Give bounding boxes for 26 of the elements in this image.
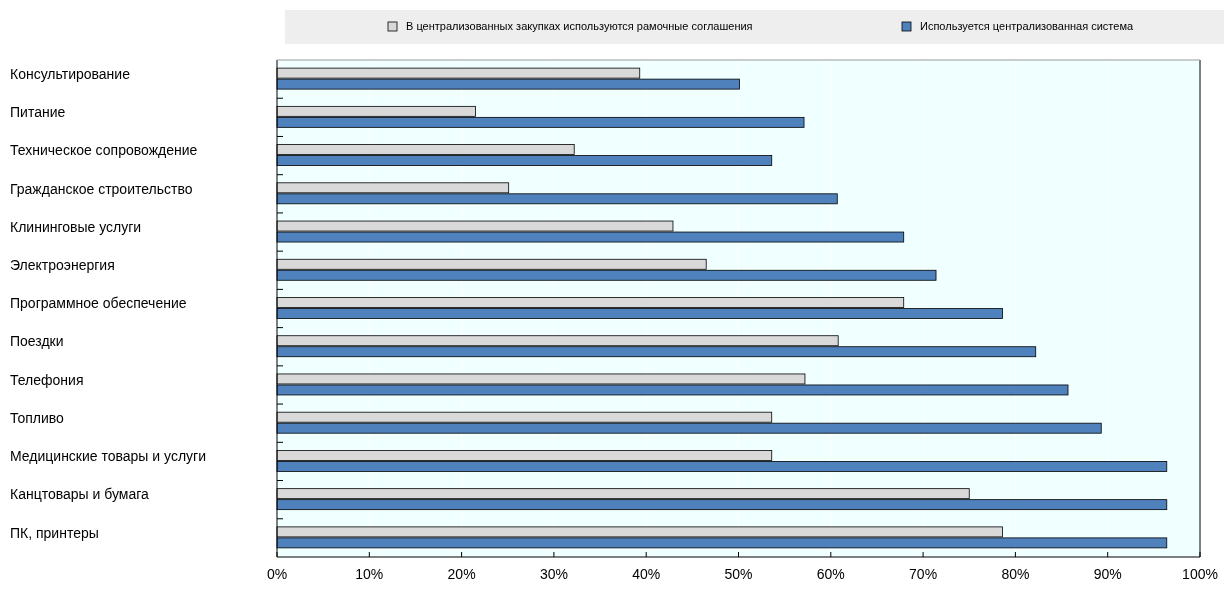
- y-tick-label: Канцтовары и бумага: [10, 486, 150, 503]
- y-tick-label: Техническое сопровождение: [10, 142, 198, 159]
- x-tick-label: 20%: [447, 566, 476, 582]
- y-tick-label: Программное обеспечение: [10, 295, 187, 312]
- y-tick-label: Поездки: [10, 333, 64, 350]
- x-tick-label: 100%: [1182, 566, 1218, 582]
- x-tick-label: 0%: [266, 566, 288, 582]
- y-tick-label: Гражданское строительство: [10, 180, 193, 197]
- x-tick-label: 50%: [724, 566, 753, 582]
- y-tick-label: ПК, принтеры: [10, 524, 99, 541]
- y-tick-label: Электроэнергия: [10, 256, 115, 273]
- legend-label: Используется централизованная система: [920, 19, 1134, 32]
- y-tick-label: Телефония: [10, 371, 84, 388]
- x-tick-label: 30%: [539, 566, 568, 582]
- x-tick-label: 70%: [909, 566, 938, 582]
- y-tick-label: Консультирование: [10, 65, 131, 82]
- x-tick-label: 60%: [816, 566, 845, 582]
- x-tick-label: 40%: [632, 566, 661, 582]
- x-tick-label: 90%: [1093, 566, 1122, 582]
- y-tick-label: Клининговые услуги: [10, 218, 142, 235]
- x-tick-label: 10%: [355, 566, 384, 582]
- legend-label: В централизованных закупках используются рамочные соглашения: [406, 19, 753, 32]
- y-tick-label: Медицинские товары и услуги: [10, 448, 206, 465]
- y-tick-label: Питание: [10, 104, 66, 121]
- x-tick-label: 80%: [1001, 566, 1030, 582]
- y-tick-label: Топливо: [10, 409, 65, 426]
